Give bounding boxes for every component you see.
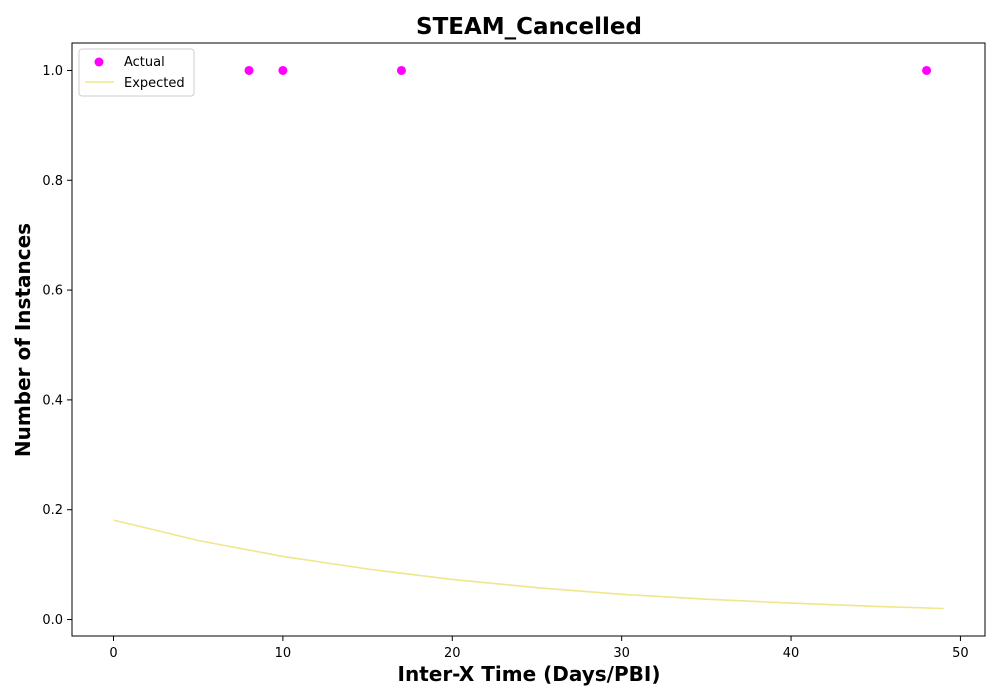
scatter-point-actual	[922, 65, 932, 75]
legend: Actual Expected	[78, 48, 195, 97]
x-axis-label: Inter-X Time (Days/PBI)	[398, 662, 661, 686]
series-layer	[113, 65, 944, 610]
legend-box	[78, 48, 195, 97]
y-axis: 0.0 0.2 0.4 0.6 0.8 1.0	[42, 64, 72, 628]
scatter-point-actual	[278, 65, 288, 75]
y-axis-label: Number of Instances	[11, 223, 35, 457]
plot-frame	[71, 42, 986, 637]
y-tick-label: 0.8	[42, 174, 63, 189]
legend-marker-actual	[94, 57, 104, 67]
legend-label-expected: Expected	[124, 76, 185, 91]
chart-title: STEAM_Cancelled	[416, 14, 642, 40]
series-line-expected	[113, 519, 944, 610]
scatter-point-actual	[396, 65, 406, 75]
x-tick-label: 50	[952, 646, 969, 661]
y-tick-label: 1.0	[42, 64, 63, 79]
y-tick-label: 0.2	[42, 503, 63, 518]
x-tick-label: 10	[275, 646, 292, 661]
x-tick-label: 20	[444, 646, 461, 661]
y-tick-label: 0.6	[42, 284, 63, 299]
x-axis: 0 10 20 30 40 50	[109, 636, 969, 661]
x-tick-label: 0	[109, 646, 117, 661]
x-tick-label: 30	[613, 646, 630, 661]
plot-area: 0 10 20 30 40 50 0.0 0.2 0.4 0.6 0.8 1.0	[42, 42, 986, 661]
x-tick-label: 40	[783, 646, 800, 661]
y-tick-label: 0.0	[42, 613, 63, 628]
scatter-point-actual	[244, 65, 254, 75]
y-tick-label: 0.4	[42, 393, 63, 408]
legend-label-actual: Actual	[124, 55, 165, 70]
